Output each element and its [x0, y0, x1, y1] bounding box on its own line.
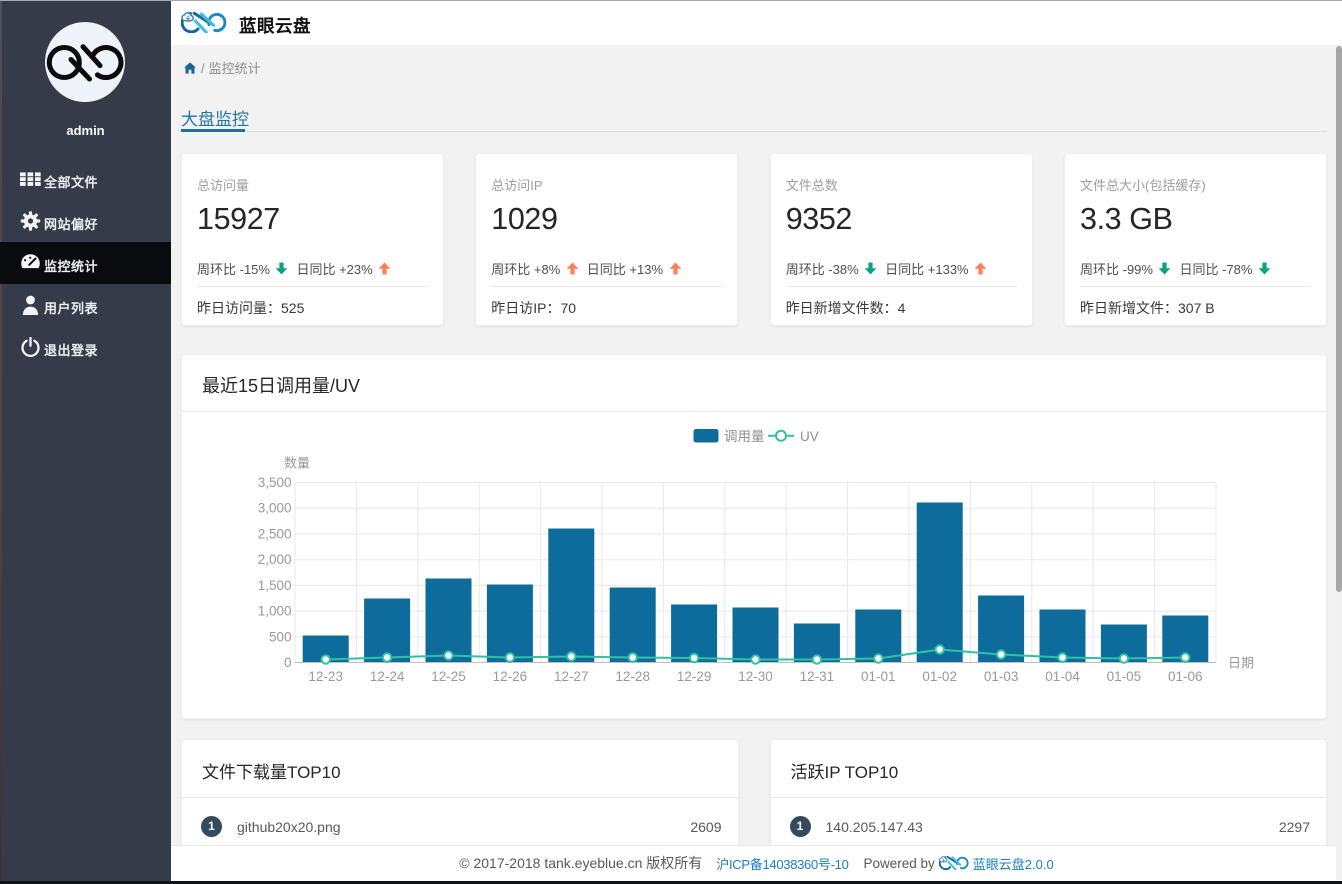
- svg-text:12-26: 12-26: [493, 669, 528, 684]
- svg-text:0: 0: [284, 655, 292, 670]
- svg-text:调用量: 调用量: [724, 429, 765, 444]
- svg-text:UV: UV: [800, 429, 819, 444]
- svg-text:12-23: 12-23: [308, 669, 343, 684]
- svg-text:1,500: 1,500: [258, 577, 292, 592]
- svg-text:12-31: 12-31: [800, 669, 835, 684]
- svg-text:2,000: 2,000: [258, 552, 292, 567]
- svg-text:数量: 数量: [284, 455, 310, 470]
- svg-text:01-06: 01-06: [1168, 669, 1203, 684]
- svg-text:3,000: 3,000: [258, 500, 292, 515]
- svg-text:12-29: 12-29: [677, 669, 712, 684]
- svg-text:1,000: 1,000: [258, 603, 292, 618]
- svg-text:12-25: 12-25: [431, 669, 466, 684]
- svg-text:01-02: 01-02: [922, 669, 957, 684]
- svg-text:01-05: 01-05: [1107, 669, 1142, 684]
- svg-text:12-24: 12-24: [370, 669, 405, 684]
- svg-text:01-01: 01-01: [861, 669, 896, 684]
- svg-text:3,500: 3,500: [258, 475, 292, 490]
- svg-text:日期: 日期: [1228, 655, 1254, 670]
- svg-text:12-30: 12-30: [738, 669, 773, 684]
- svg-text:12-27: 12-27: [554, 669, 589, 684]
- svg-text:2,500: 2,500: [258, 526, 292, 541]
- svg-text:500: 500: [269, 629, 292, 644]
- svg-text:12-28: 12-28: [615, 669, 650, 684]
- svg-text:01-04: 01-04: [1045, 669, 1080, 684]
- svg-text:01-03: 01-03: [984, 669, 1019, 684]
